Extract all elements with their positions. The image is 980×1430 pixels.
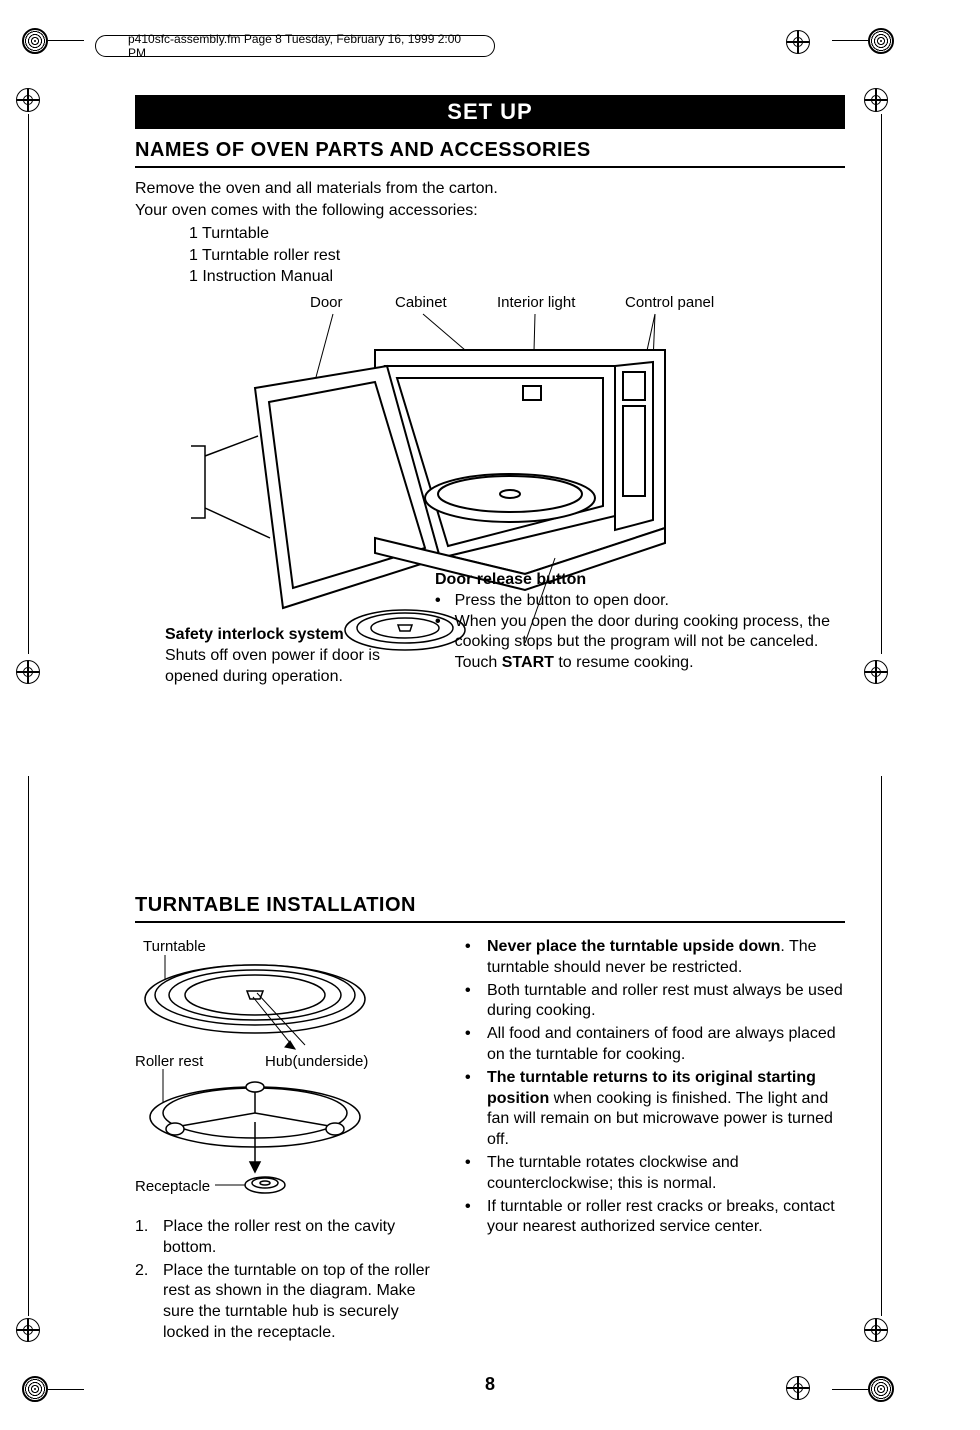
door-release-text: Press the button to open door. — [455, 591, 669, 612]
section-title: SET UP — [135, 95, 845, 129]
accessories-list: 1 Turntable 1 Turntable roller rest 1 In… — [189, 223, 845, 288]
door-release-text: When you open the door during cooking pr… — [455, 612, 840, 674]
note-body: Both turntable and roller rest must alwa… — [487, 981, 845, 1023]
divider — [135, 921, 845, 923]
text-bold: Never place the turntable upside down — [487, 938, 780, 955]
note-body: Never place the turntable upside down. T… — [487, 937, 845, 979]
note-item: If turntable or roller rest cracks or br… — [465, 1197, 845, 1239]
door-release-title: Door release button — [435, 570, 840, 591]
note-body: All food and containers of food are alwa… — [487, 1024, 845, 1066]
note-body: The turntable returns to its original st… — [487, 1068, 845, 1151]
subheading-parts: NAMES OF OVEN PARTS AND ACCESSORIES — [135, 139, 845, 162]
step-text: Place the turntable on top of the roller… — [163, 1261, 445, 1344]
note-body: The turntable rotates clockwise and coun… — [487, 1153, 845, 1195]
subheading-turntable: TURNTABLE INSTALLATION — [135, 894, 845, 917]
file-stamp-text: p410sfc-assembly.fm Page 8 Tuesday, Febr… — [128, 32, 470, 60]
crop-line — [48, 1389, 84, 1390]
registration-mark — [786, 30, 810, 54]
turntable-left-column: Turntable Roller rest Hub(underside) Rec… — [135, 937, 445, 1346]
page-content: SET UP NAMES OF OVEN PARTS AND ACCESSORI… — [135, 95, 845, 1395]
safety-body: Shuts off oven power if door is opened d… — [165, 646, 435, 688]
crop-mark-corner — [868, 1376, 894, 1402]
accessory-item: 1 Instruction Manual — [189, 266, 845, 288]
crop-mark-corner — [868, 28, 894, 54]
accessory-item: 1 Turntable — [189, 223, 845, 245]
turntable-notes: Never place the turntable upside down. T… — [465, 937, 845, 1238]
note-item: The turntable rotates clockwise and coun… — [465, 1153, 845, 1195]
registration-mark — [864, 660, 888, 684]
step-item: Place the roller rest on the cavity bott… — [135, 1217, 445, 1259]
note-item: Never place the turntable upside down. T… — [465, 937, 845, 979]
crop-line — [28, 114, 29, 654]
step-item: Place the turntable on top of the roller… — [135, 1261, 445, 1344]
accessory-item: 1 Turntable roller rest — [189, 245, 845, 267]
note-item: The turntable returns to its original st… — [465, 1068, 845, 1151]
door-release-list: Press the button to open door. When you … — [435, 591, 840, 674]
start-keyword: START — [502, 654, 554, 671]
crop-mark-corner — [22, 1376, 48, 1402]
step-text: Place the roller rest on the cavity bott… — [163, 1217, 445, 1259]
crop-line — [881, 114, 882, 654]
crop-line — [881, 776, 882, 1316]
door-release-item: When you open the door during cooking pr… — [435, 612, 840, 674]
turntable-columns: Turntable Roller rest Hub(underside) Rec… — [135, 937, 845, 1346]
turntable-section: TURNTABLE INSTALLATION Turntable Roller … — [135, 894, 845, 1395]
note-item: Both turntable and roller rest must alwa… — [465, 981, 845, 1023]
registration-mark — [16, 1318, 40, 1342]
turntable-diagram: Turntable Roller rest Hub(underside) Rec… — [135, 937, 445, 1207]
door-release-block: Door release button Press the button to … — [435, 570, 840, 674]
turntable-illustration — [135, 937, 415, 1197]
file-stamp: p410sfc-assembly.fm Page 8 Tuesday, Febr… — [95, 35, 495, 57]
registration-mark — [16, 88, 40, 112]
note-body: If turntable or roller rest cracks or br… — [487, 1197, 845, 1239]
note-item: All food and containers of food are alwa… — [465, 1024, 845, 1066]
registration-mark — [864, 88, 888, 112]
crop-line — [832, 40, 868, 41]
registration-mark — [864, 1318, 888, 1342]
divider — [135, 166, 845, 168]
page-number: 8 — [135, 1374, 845, 1395]
intro-line-1: Remove the oven and all materials from t… — [135, 178, 845, 200]
turntable-notes-column: Never place the turntable upside down. T… — [465, 937, 845, 1346]
safety-title: Safety interlock system — [165, 625, 435, 646]
crop-mark-corner — [22, 28, 48, 54]
crop-line — [48, 40, 84, 41]
text-fragment: to resume cooking. — [554, 654, 694, 671]
door-release-item: Press the button to open door. — [435, 591, 840, 612]
registration-mark — [16, 660, 40, 684]
intro-line-2: Your oven comes with the following acces… — [135, 200, 845, 222]
crop-line — [28, 776, 29, 1316]
installation-steps: Place the roller rest on the cavity bott… — [135, 1217, 445, 1344]
safety-interlock-block: Safety interlock system Shuts off oven p… — [165, 625, 435, 687]
